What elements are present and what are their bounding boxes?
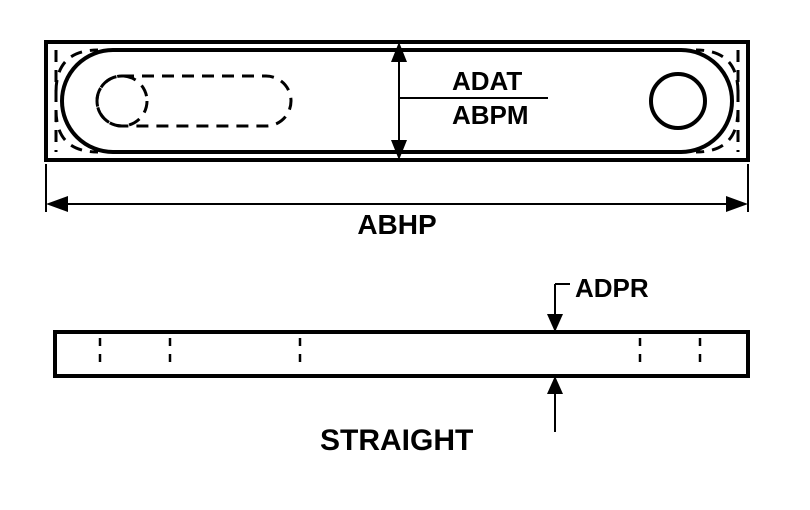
label-adpr: ADPR	[575, 273, 649, 303]
dim-width-arrow-right	[726, 196, 748, 212]
top-hole	[651, 74, 705, 128]
top-rounded-bar	[62, 50, 732, 152]
label-abpm: ABPM	[452, 100, 529, 130]
label-straight: STRAIGHT	[320, 424, 473, 457]
side-rect	[55, 332, 748, 376]
engineering-diagram: ADAT ABPM ABHP ADPR STRAIGHT	[0, 0, 810, 510]
dim-width-arrow-left	[46, 196, 68, 212]
top-slot	[97, 76, 291, 126]
dim-adpr-top-arrow	[547, 314, 563, 332]
dim-straight-arrow	[547, 376, 563, 394]
label-adat: ADAT	[452, 66, 522, 96]
label-abhp: ABHP	[357, 209, 436, 240]
